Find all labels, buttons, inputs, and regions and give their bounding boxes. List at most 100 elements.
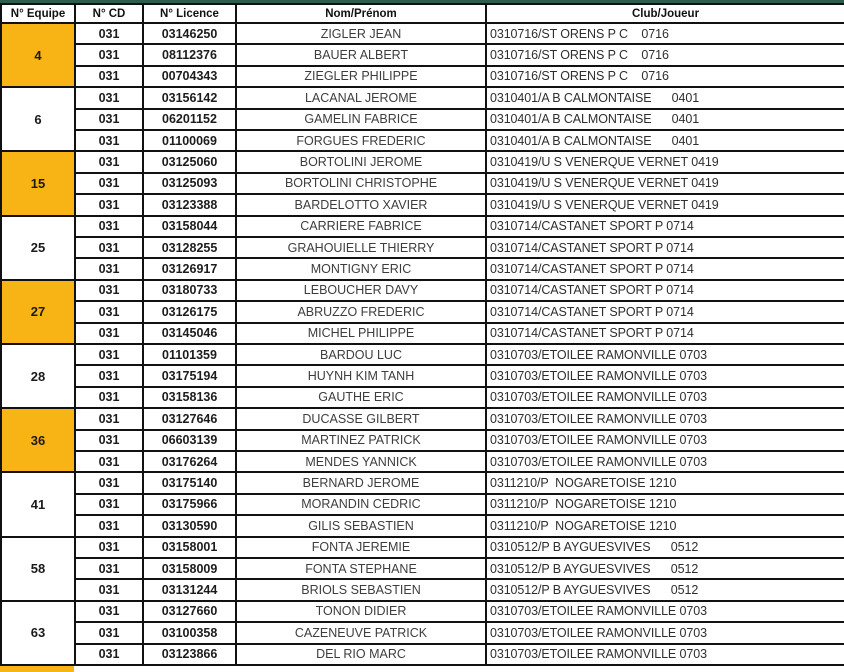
- player-name-cell: BRIOLS SEBASTIEN: [235, 578, 487, 602]
- player-name-cell: BAUER ALBERT: [235, 43, 487, 67]
- licence-cell: 03125093: [142, 172, 237, 196]
- cd-cell: 031: [74, 450, 144, 474]
- player-name-cell: LEBOUCHER DAVY: [235, 278, 487, 303]
- player-name-cell: TONON DIDIER: [235, 599, 487, 624]
- player-row: 031 03175194 HUYNH KIM TANH 0310703/ETOILEE…: [1, 364, 844, 388]
- licence-cell: 03156142: [142, 86, 237, 110]
- cd-cell: 031: [74, 621, 144, 645]
- cd-cell: 031: [74, 129, 144, 153]
- player-name-cell: BERNARD JEROME: [235, 471, 487, 495]
- licence-cell: 01101359: [142, 342, 237, 367]
- player-row: 031 03145046 MICHEL PHILIPPE 0310714/CASTAN…: [1, 322, 844, 345]
- cd-cell: 031: [74, 643, 144, 667]
- cd-cell: 031: [74, 429, 144, 452]
- player-name-cell: ZIEGLER PHILIPPE: [235, 65, 487, 89]
- club-cell: 0310419/U S VENERQUE VERNET 0419: [485, 172, 844, 196]
- team-number-cell: 25: [0, 214, 76, 281]
- cd-cell: 031: [74, 493, 144, 517]
- licence-cell: 06201152: [142, 108, 237, 131]
- player-row: 27 031 03180733 LEBOUCHER DAVY 0310714/CASTA…: [0, 278, 844, 345]
- player-row: 15 031 03125060 BORTOLINI JEROME 0310419/U S…: [0, 150, 844, 217]
- player-name-cell: CARRIERE FABRICE: [235, 214, 487, 238]
- team-group: 15 031 03125060 BORTOLINI JEROME 0310419/U S…: [0, 150, 844, 217]
- licence-cell: 03127660: [142, 599, 237, 624]
- player-row: 36 031 03127646 DUCASSE GILBERT 0310703/ETOI…: [0, 407, 844, 474]
- player-row: 031 08112376 BAUER ALBERT 0310716/ST ORENS …: [1, 43, 844, 67]
- player-row: 58 031 03158001 FONTA JEREMIE 0310512/P B AY…: [0, 535, 844, 602]
- cd-cell: 031: [74, 557, 144, 581]
- team-number-cell: 27: [0, 278, 76, 345]
- licence-cell: 03175140: [142, 471, 237, 495]
- player-row: 031 03100358 CAZENEUVE PATRICK 0310703/ETOI…: [1, 621, 844, 645]
- player-name-cell: GRAHOUIELLE THIERRY: [235, 236, 487, 260]
- club-cell: 0310703/ETOILEE RAMONVILLE 0703: [485, 450, 844, 474]
- player-row: 63 031 03127660 TONON DIDIER 0310703/ETOILEE…: [0, 599, 844, 667]
- team-group: 25 031 03158044 CARRIERE FABRICE 0310714/CAS…: [0, 214, 844, 281]
- team-number-cell: 4: [0, 21, 76, 89]
- col-header-cd: N° CD: [74, 3, 144, 24]
- player-name-cell: BORTOLINI CHRISTOPHE: [235, 172, 487, 196]
- table-header: N° Equipe N° CD N° Licence Nom/Prénom Club/J…: [0, 3, 844, 24]
- licence-cell: 03130590: [142, 514, 237, 538]
- cd-cell: 031: [74, 342, 144, 367]
- top-green-rule: [0, 0, 844, 3]
- cd-cell: 031: [74, 150, 144, 174]
- club-cell: 0310703/ETOILEE RAMONVILLE 0703: [485, 599, 844, 624]
- player-name-cell: GAUTHE ERIC: [235, 386, 487, 410]
- cd-cell: 031: [74, 407, 144, 431]
- partial-next-row: [0, 666, 844, 672]
- club-cell: 0310512/P B AYGUESVIVES 0512: [485, 557, 844, 581]
- player-name-cell: FONTA JEREMIE: [235, 535, 487, 559]
- cd-cell: 031: [74, 65, 144, 89]
- player-row: 031 03128255 GRAHOUIELLE THIERRY 0310714/CA…: [1, 236, 844, 260]
- club-cell: 0310703/ETOILEE RAMONVILLE 0703: [485, 429, 844, 452]
- club-cell: 0310401/A B CALMONTAISE 0401: [485, 108, 844, 131]
- club-cell: 0310512/P B AYGUESVIVES 0512: [485, 578, 844, 602]
- licence-cell: 01100069: [142, 129, 237, 153]
- team-number-cell: 63: [0, 599, 76, 667]
- licence-cell: 06603139: [142, 429, 237, 452]
- cd-cell: 031: [74, 257, 144, 281]
- player-row: 031 03131244 BRIOLS SEBASTIEN 0310512/P B A…: [1, 578, 844, 602]
- cd-cell: 031: [74, 108, 144, 131]
- cd-cell: 031: [74, 364, 144, 388]
- club-cell: 0310419/U S VENERQUE VERNET 0419: [485, 193, 844, 217]
- cd-cell: 031: [74, 21, 144, 46]
- col-header-nom: Nom/Prénom: [235, 3, 487, 24]
- player-row: 031 03126917 MONTIGNY ERIC 0310714/CASTANET…: [1, 257, 844, 281]
- team-number-cell: 15: [0, 150, 76, 217]
- club-cell: 0310716/ST ORENS P C 0716: [485, 43, 844, 67]
- licence-cell: 03127646: [142, 407, 237, 431]
- player-name-cell: BARDOU LUC: [235, 342, 487, 367]
- licence-cell: 03126917: [142, 257, 237, 281]
- player-row: 031 03158136 GAUTHE ERIC 0310703/ETOILEE RA…: [1, 386, 844, 410]
- licence-cell: 03158044: [142, 214, 237, 238]
- cd-cell: 031: [74, 599, 144, 624]
- player-row: 031 03175966 MORANDIN CEDRIC 0311210/P NOGA…: [1, 493, 844, 517]
- cd-cell: 031: [74, 514, 144, 538]
- player-row: 4 031 03146250 ZIGLER JEAN 0310716/ST ORENS …: [0, 21, 844, 89]
- club-cell: 0311210/P NOGARETOISE 1210: [485, 493, 844, 517]
- cd-cell: 031: [74, 386, 144, 410]
- licence-cell: 03126175: [142, 300, 237, 324]
- col-header-equipe: N° Equipe: [0, 3, 76, 24]
- cd-cell: 031: [74, 300, 144, 324]
- team-group: 6 031 03156142 LACANAL JEROME 0310401/A B CA…: [0, 86, 844, 153]
- club-cell: 0310703/ETOILEE RAMONVILLE 0703: [485, 364, 844, 388]
- player-row: 031 01100069 FORGUES FREDERIC 0310401/A B C…: [1, 129, 844, 153]
- partial-team-cell: [0, 666, 74, 672]
- team-group: 28 031 01101359 BARDOU LUC 0310703/ETOILEE R…: [0, 342, 844, 410]
- licence-cell: 03131244: [142, 578, 237, 602]
- club-cell: 0310716/ST ORENS P C 0716: [485, 21, 844, 46]
- cd-cell: 031: [74, 278, 144, 303]
- licence-cell: 03146250: [142, 21, 237, 46]
- cd-cell: 031: [74, 214, 144, 238]
- club-cell: 0310703/ETOILEE RAMONVILLE 0703: [485, 342, 844, 367]
- club-cell: 0310703/ETOILEE RAMONVILLE 0703: [485, 621, 844, 645]
- player-name-cell: CAZENEUVE PATRICK: [235, 621, 487, 645]
- player-name-cell: FONTA STEPHANE: [235, 557, 487, 581]
- club-cell: 0310419/U S VENERQUE VERNET 0419: [485, 150, 844, 174]
- cd-cell: 031: [74, 43, 144, 67]
- cd-cell: 031: [74, 578, 144, 602]
